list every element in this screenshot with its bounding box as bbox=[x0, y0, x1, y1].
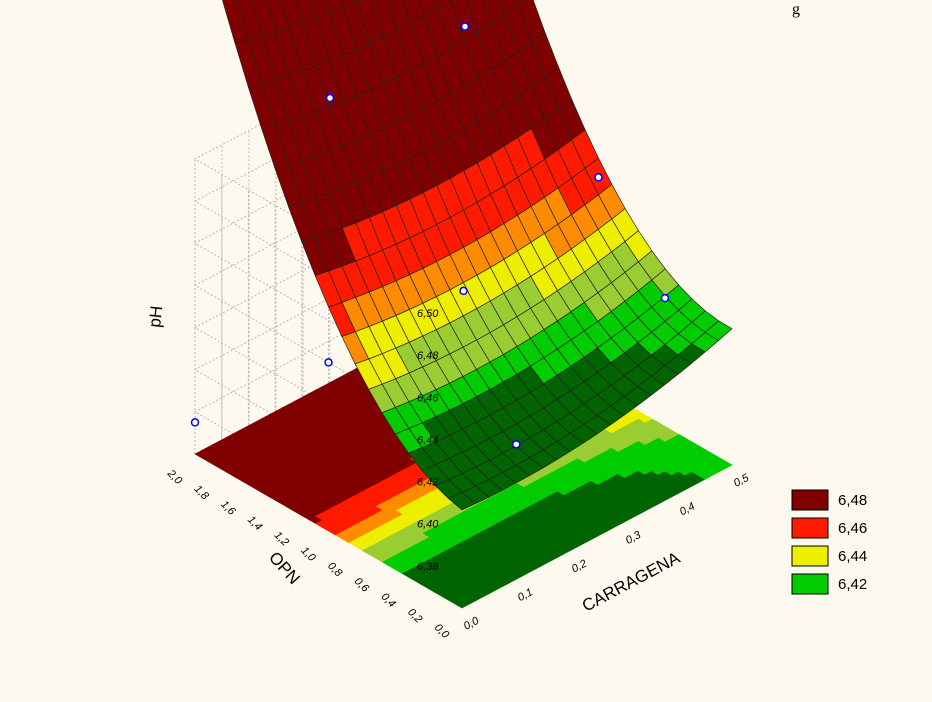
y-tick-label: 0,4 bbox=[378, 591, 397, 610]
observed-point bbox=[190, 418, 200, 427]
y-tick-label: 1,8 bbox=[192, 483, 212, 503]
legend-swatch bbox=[791, 517, 829, 539]
z-tick-label: 6,44 bbox=[417, 434, 438, 446]
observed-point bbox=[325, 93, 335, 103]
observed-point bbox=[512, 440, 521, 449]
y-tick-label: 0,0 bbox=[432, 622, 452, 642]
x-tick-label: 0,1 bbox=[516, 586, 535, 604]
x-axis-title: CARRAGENA bbox=[579, 548, 684, 616]
y-tick-label: 0,6 bbox=[352, 575, 372, 595]
y-tick-label: 1,6 bbox=[218, 498, 238, 518]
y-tick-label: 1,0 bbox=[298, 545, 318, 565]
grid-line bbox=[193, 99, 466, 398]
legend: 6,48 6,46 6,44 6,42 bbox=[791, 489, 867, 595]
observed-point bbox=[594, 173, 603, 182]
legend-label: 6,42 bbox=[838, 576, 867, 593]
legend-label: 6,46 bbox=[838, 520, 867, 537]
y-tick-label: 0,8 bbox=[325, 560, 345, 580]
grid-line bbox=[193, 268, 466, 567]
observed-point bbox=[660, 293, 670, 303]
x-tick-label: 0,3 bbox=[624, 529, 644, 547]
z-tick-label: 6,42 bbox=[417, 477, 438, 489]
y-tick-label: 2,0 bbox=[164, 467, 185, 488]
y-tick-label: 1,2 bbox=[272, 529, 291, 548]
z-axis-title: pH bbox=[145, 305, 166, 329]
observed-point bbox=[324, 358, 333, 367]
chart-title-fragment: g bbox=[792, 1, 800, 18]
y-tick-label: 0,2 bbox=[405, 606, 424, 625]
legend-swatch bbox=[791, 573, 829, 595]
y-axis-title: OPN bbox=[265, 548, 304, 588]
z-tick-label: 6,38 bbox=[417, 561, 439, 573]
observed-point bbox=[459, 286, 468, 296]
surface-cell bbox=[447, 492, 477, 511]
legend-label: 6,44 bbox=[838, 548, 867, 565]
legend-swatch bbox=[791, 489, 829, 511]
z-tick-label: 6,40 bbox=[417, 519, 439, 531]
grid-line bbox=[193, 15, 466, 314]
y-tick-label: 1,4 bbox=[245, 514, 264, 533]
z-tick-label: 6,48 bbox=[417, 350, 439, 362]
legend-swatch bbox=[791, 545, 829, 567]
x-tick-label: 0,2 bbox=[570, 558, 589, 576]
response-surface bbox=[222, 0, 733, 511]
z-tick-label: 6,50 bbox=[417, 308, 439, 320]
z-tick-label: 6,46 bbox=[417, 392, 439, 404]
x-tick-label: 0,0 bbox=[462, 614, 482, 632]
observed-points bbox=[190, 22, 670, 449]
legend-label: 6,48 bbox=[838, 492, 867, 509]
grid-line bbox=[193, 184, 466, 483]
observed-point bbox=[460, 22, 470, 31]
x-tick-label: 0,4 bbox=[678, 500, 697, 518]
x-tick-label: 0,5 bbox=[732, 471, 752, 489]
